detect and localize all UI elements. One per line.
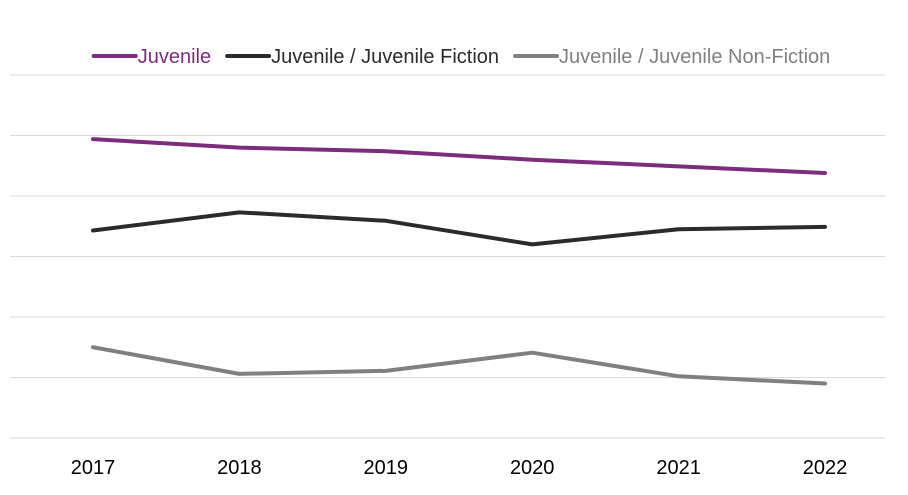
x-tick-label: 2017 [71,457,116,479]
x-tick-label: 2021 [656,457,701,479]
gridlines [10,74,885,439]
x-tick-label: 2020 [510,457,555,479]
x-tick-label: 2022 [803,457,848,479]
legend-item-1: Juvenile [91,46,211,68]
legend-item-2: Juvenile / Juvenile Fiction [225,46,499,68]
series-lines [91,137,827,386]
series-line-2 [91,210,827,247]
x-tick-label: 2018 [217,457,262,479]
series-line-1 [91,137,827,176]
series-line-3 [91,345,827,386]
x-tick-label: 2019 [364,457,409,479]
legend: Juvenile Juvenile / Juvenile Fiction Juven… [91,46,830,68]
legend-label: Juvenile / Juvenile Fiction [271,46,499,68]
legend-label: Juvenile [138,46,211,68]
legend-item-3: Juvenile / Juvenile Non-Fiction [513,46,830,68]
legend-label: Juvenile / Juvenile Non-Fiction [559,46,830,68]
x-axis-tick-labels: 2017 2018 2019 2020 2021 2022 [71,457,848,479]
